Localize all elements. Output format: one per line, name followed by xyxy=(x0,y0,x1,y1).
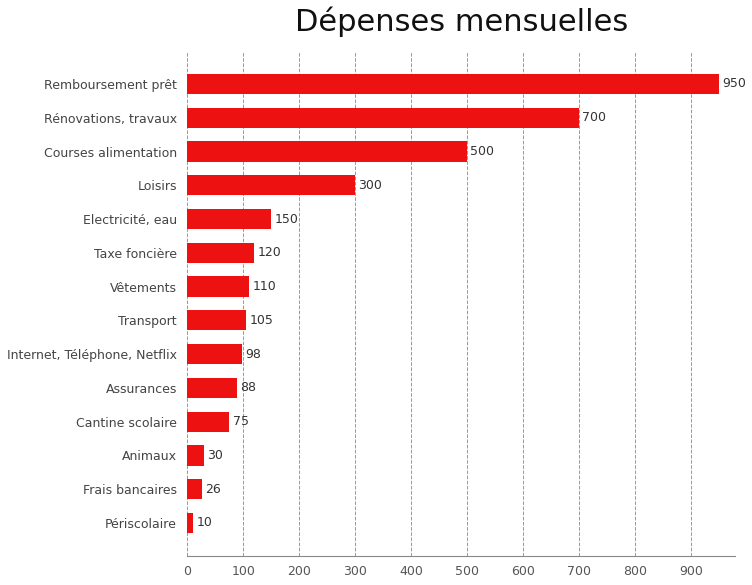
Text: 150: 150 xyxy=(274,212,299,226)
Bar xyxy=(187,209,271,229)
Bar xyxy=(187,411,229,432)
Text: 10: 10 xyxy=(196,517,212,529)
Bar xyxy=(187,344,242,364)
Text: 950: 950 xyxy=(722,77,746,91)
Bar xyxy=(187,513,193,533)
Bar xyxy=(187,445,204,466)
Bar xyxy=(187,243,254,263)
Title: Dépenses mensuelles: Dépenses mensuelles xyxy=(295,7,628,37)
Bar xyxy=(187,378,237,398)
Text: 300: 300 xyxy=(359,179,382,192)
Bar xyxy=(187,142,467,161)
Text: 75: 75 xyxy=(232,415,249,428)
Bar xyxy=(187,277,249,297)
Text: 120: 120 xyxy=(258,246,281,259)
Bar xyxy=(187,108,579,128)
Text: 26: 26 xyxy=(205,483,221,495)
Bar xyxy=(187,175,355,195)
Text: 110: 110 xyxy=(252,280,276,293)
Text: 30: 30 xyxy=(208,449,223,462)
Text: 98: 98 xyxy=(245,347,262,360)
Text: 88: 88 xyxy=(240,381,256,394)
Text: 700: 700 xyxy=(582,111,606,124)
Text: 500: 500 xyxy=(470,145,494,158)
Bar xyxy=(187,74,719,94)
Bar xyxy=(187,310,246,331)
Text: 105: 105 xyxy=(250,314,273,327)
Bar xyxy=(187,479,202,500)
